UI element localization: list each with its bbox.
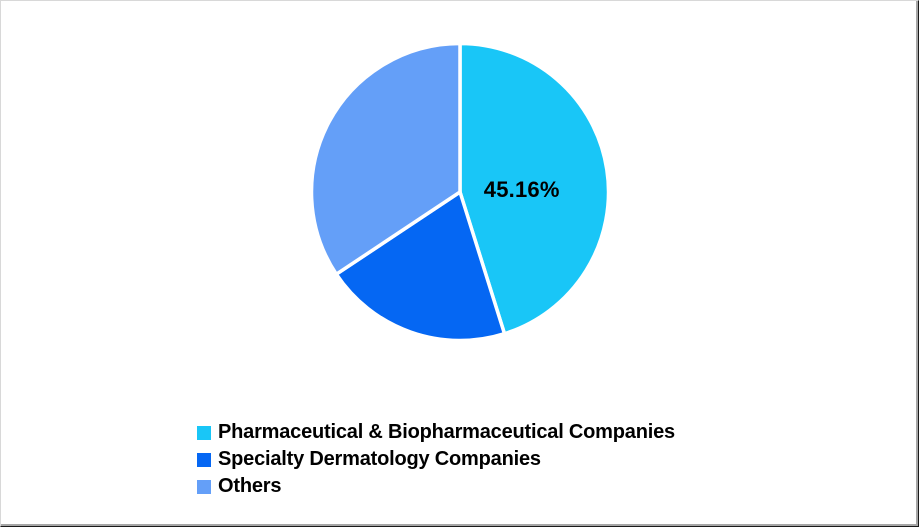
pie-slice-others [309, 41, 462, 276]
legend-label: Others [218, 475, 282, 497]
legend-swatch-icon [197, 479, 211, 494]
legend-swatch-icon [197, 452, 211, 467]
pie-slice-specialty-dermatology-companies [334, 190, 507, 343]
legend-item-specialty-dermatology-companies: Specialty Dermatology Companies [197, 446, 675, 473]
legend-item-pharmaceutical-biopharmaceutical-companies: Pharmaceutical & Biopharmaceutical Compa… [197, 419, 675, 446]
pie-slice-pharmaceutical-biopharmaceutical-companies [458, 41, 611, 336]
chart-legend: Pharmaceutical & Biopharmaceutical Compa… [197, 419, 675, 500]
legend-swatch-icon [197, 425, 211, 440]
legend-label: Specialty Dermatology Companies [218, 448, 541, 470]
legend-label: Pharmaceutical & Biopharmaceutical Compa… [218, 421, 675, 443]
legend-item-others: Others [197, 473, 675, 500]
pie-data-label: 45.16% [483, 176, 560, 202]
